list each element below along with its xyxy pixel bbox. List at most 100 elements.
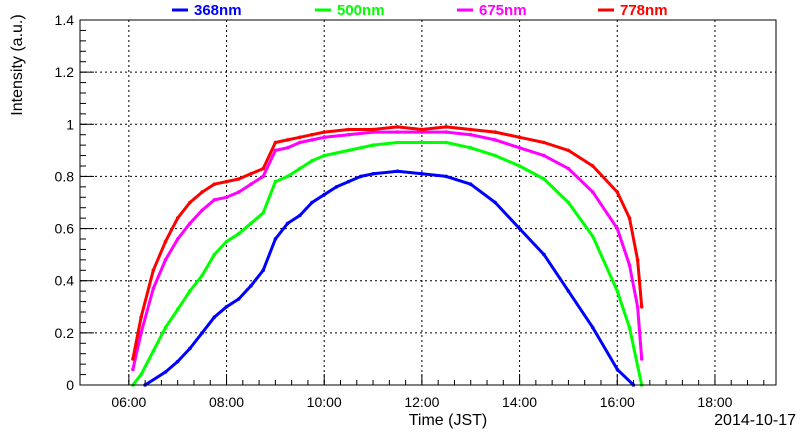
data-point bbox=[249, 172, 253, 176]
data-point bbox=[285, 146, 290, 150]
data-point bbox=[322, 130, 327, 134]
data-point bbox=[420, 172, 424, 176]
series-368nm bbox=[143, 169, 636, 387]
legend-label: 675nm bbox=[479, 2, 527, 19]
data-point bbox=[346, 179, 351, 184]
data-point bbox=[224, 239, 229, 244]
data-point bbox=[249, 284, 253, 288]
plot-frame bbox=[79, 19, 777, 386]
data-point bbox=[285, 221, 290, 226]
data-point bbox=[212, 315, 217, 320]
data-point bbox=[298, 140, 302, 145]
x-tick-label: 18:00 bbox=[697, 394, 732, 410]
data-point bbox=[493, 200, 498, 205]
y-tick-label: 1.4 bbox=[55, 12, 75, 28]
data-point bbox=[591, 190, 595, 194]
data-point bbox=[175, 216, 180, 220]
data-point bbox=[310, 138, 314, 142]
ticks bbox=[80, 19, 765, 386]
data-point bbox=[359, 174, 363, 179]
data-point bbox=[468, 146, 473, 150]
data-point bbox=[444, 125, 449, 129]
x-tick-label: 06:00 bbox=[111, 394, 146, 410]
data-point bbox=[175, 237, 180, 241]
data-point bbox=[371, 127, 375, 132]
data-point bbox=[261, 268, 266, 273]
data-point bbox=[444, 130, 449, 134]
y-tick-label: 0.8 bbox=[55, 168, 75, 184]
data-point bbox=[615, 367, 620, 372]
series-500nm bbox=[131, 140, 644, 387]
data-point bbox=[212, 182, 217, 186]
data-point bbox=[200, 208, 204, 213]
data-point bbox=[615, 289, 620, 293]
data-point bbox=[273, 148, 278, 153]
x-tick-label: 08:00 bbox=[209, 394, 244, 410]
y-tick-label: 1.2 bbox=[55, 64, 75, 80]
series-line bbox=[143, 169, 635, 387]
y-tick-label: 0.6 bbox=[55, 221, 75, 237]
data-point bbox=[635, 258, 640, 262]
data-point bbox=[139, 315, 143, 320]
data-point bbox=[298, 135, 302, 140]
data-point bbox=[566, 148, 571, 153]
data-point bbox=[310, 200, 314, 205]
data-point bbox=[468, 127, 473, 132]
data-point bbox=[224, 195, 229, 200]
data-point bbox=[627, 325, 632, 330]
legend-label: 500nm bbox=[337, 2, 385, 19]
data-point bbox=[346, 132, 351, 137]
data-point bbox=[273, 179, 278, 184]
data-point bbox=[517, 226, 522, 231]
data-point bbox=[542, 153, 546, 158]
data-point bbox=[285, 138, 290, 142]
data-point bbox=[285, 174, 290, 179]
series-line bbox=[131, 141, 644, 387]
tick-labels: 06:00 08:00 10:00 12:00 14:00 16:00 18:00 0 0.2 0… bbox=[55, 12, 733, 410]
data-point bbox=[322, 153, 327, 158]
data-point bbox=[395, 130, 400, 134]
series-778nm bbox=[131, 125, 644, 361]
x-tick-label: 16:00 bbox=[600, 394, 635, 410]
data-point bbox=[188, 346, 192, 351]
data-point bbox=[615, 226, 620, 231]
data-point bbox=[334, 185, 339, 189]
data-point bbox=[273, 237, 278, 241]
data-point bbox=[615, 190, 620, 194]
data-point bbox=[175, 307, 180, 312]
date-label: 2014-10-17 bbox=[714, 412, 796, 429]
data-point bbox=[517, 146, 522, 150]
data-point bbox=[639, 357, 644, 361]
legend: 368nm 500nm 675nm 778nm bbox=[172, 2, 668, 19]
data-point bbox=[249, 221, 253, 226]
y-tick-label: 1 bbox=[66, 116, 74, 132]
data-point bbox=[131, 367, 135, 372]
data-point bbox=[591, 164, 595, 168]
data-point bbox=[212, 198, 217, 202]
data-point bbox=[420, 127, 424, 132]
data-point bbox=[236, 177, 241, 181]
data-point bbox=[200, 190, 204, 194]
series-line bbox=[131, 125, 644, 361]
legend-label: 778nm bbox=[620, 2, 668, 19]
data-point bbox=[139, 331, 143, 335]
x-tick-label: 10:00 bbox=[307, 394, 342, 410]
data-point bbox=[493, 153, 498, 158]
data-point bbox=[420, 130, 424, 134]
data-point bbox=[175, 359, 180, 364]
data-point bbox=[273, 140, 278, 145]
data-point bbox=[346, 148, 351, 153]
data-point bbox=[395, 140, 400, 145]
data-point bbox=[200, 273, 204, 278]
data-point bbox=[468, 132, 473, 137]
data-point bbox=[188, 289, 192, 293]
data-point bbox=[566, 200, 571, 205]
data-point bbox=[163, 325, 168, 330]
data-point bbox=[591, 234, 595, 239]
legend-label: 368nm bbox=[194, 2, 242, 19]
data-point bbox=[371, 172, 375, 176]
data-point bbox=[151, 268, 156, 273]
data-point bbox=[163, 239, 168, 244]
data-point bbox=[542, 252, 546, 257]
